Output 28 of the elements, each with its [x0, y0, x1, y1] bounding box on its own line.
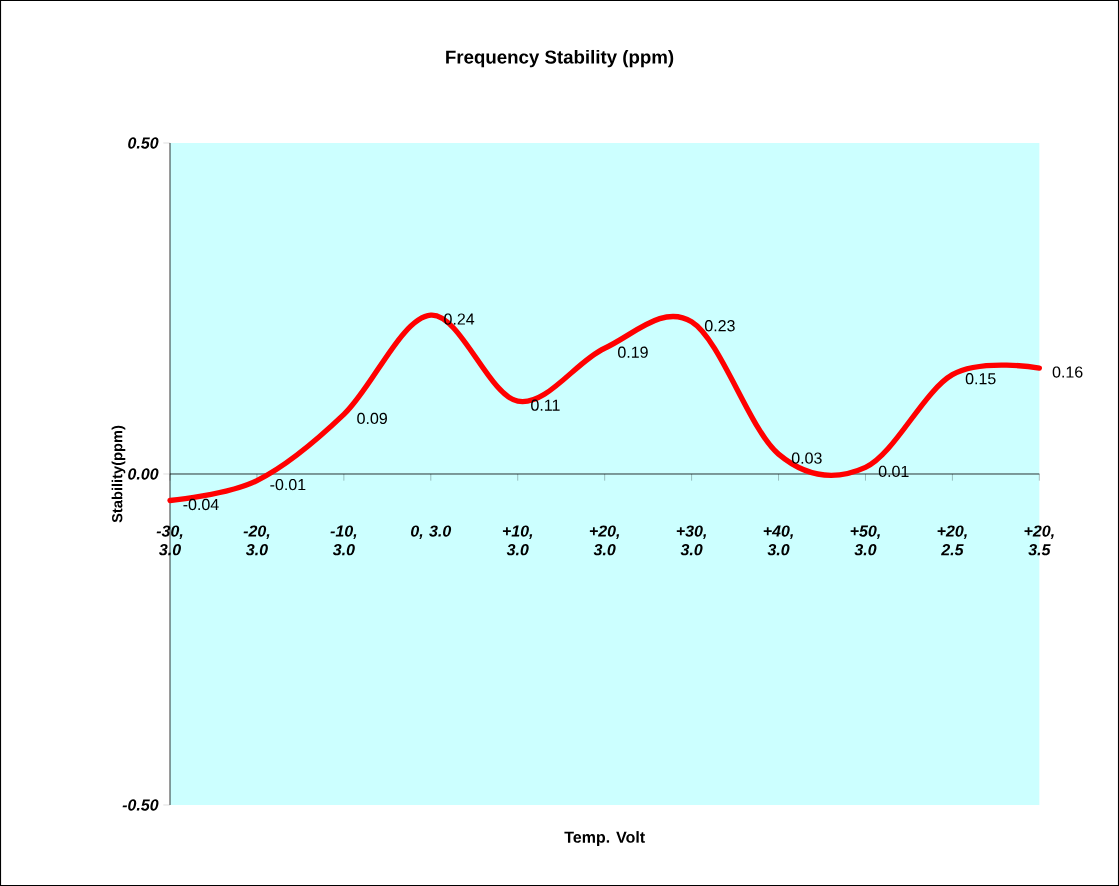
- data-label: 0.24: [444, 313, 475, 325]
- x-tick-label: -20, 3.0: [243, 525, 270, 556]
- y-tick-label: -0.50: [122, 799, 159, 811]
- data-label: 0.11: [531, 399, 560, 411]
- y-tick-label: 0.50: [128, 137, 159, 149]
- x-tick-label: +30, 3.0: [676, 525, 707, 556]
- data-label: 0.09: [357, 412, 387, 425]
- data-label: -0.04: [183, 498, 219, 511]
- data-label: -0.01: [270, 478, 306, 491]
- y-axis-title: Stability(ppm): [111, 425, 126, 523]
- y-tick-label: 0.00: [128, 468, 159, 480]
- x-tick-label: +20, 3.5: [1024, 525, 1054, 556]
- x-tick-label: +20, 2.5: [937, 525, 967, 556]
- x-axis-title: Temp. Volt: [564, 831, 645, 846]
- data-label: 0.19: [618, 346, 648, 358]
- x-tick-label: 0, 3.0: [411, 525, 452, 540]
- data-label: 0.15: [965, 373, 996, 385]
- chart-title: Frequency Stability (ppm): [446, 49, 674, 68]
- data-label: 0.23: [704, 320, 735, 332]
- x-tick-label: +40, 3.0: [763, 525, 793, 556]
- data-label: 0.16: [1052, 366, 1083, 378]
- x-tick-label: +50, 3.0: [850, 525, 880, 556]
- x-tick-label: +20, 3.0: [589, 525, 620, 556]
- data-label: 0.01: [878, 465, 909, 478]
- x-tick-label: -10, 3.0: [330, 525, 357, 556]
- x-tick-label: +10, 3.0: [502, 525, 533, 556]
- x-tick-label: -30, 3.0: [156, 525, 183, 556]
- data-label: 0.03: [791, 452, 822, 464]
